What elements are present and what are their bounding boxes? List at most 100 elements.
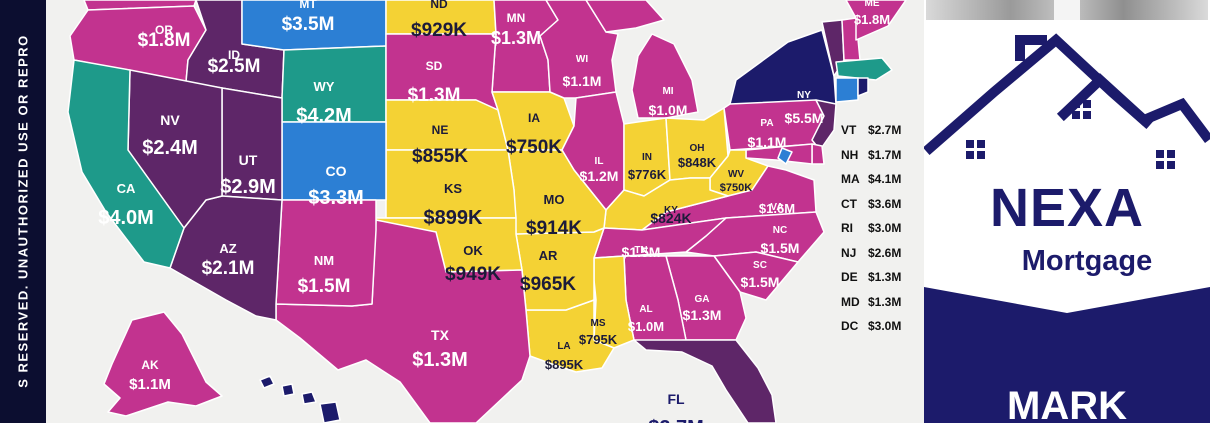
state-abbr-in: IN bbox=[642, 152, 652, 163]
legend-abbr: NH bbox=[841, 147, 859, 162]
state-ar bbox=[515, 227, 605, 311]
brand-name: NEXA bbox=[989, 178, 1145, 238]
legend-value: $3.6M bbox=[868, 196, 902, 211]
state-value-ok: $949K bbox=[445, 264, 501, 285]
state-value-or: $1.8M bbox=[138, 30, 191, 51]
branding-panel: NEXA Mortgage MARK bbox=[924, 0, 1210, 423]
state-abbr-nd: ND bbox=[430, 0, 448, 11]
state-abbr-az: AZ bbox=[219, 241, 236, 256]
legend-abbr: VT bbox=[841, 123, 857, 138]
state-abbr-ca: CA bbox=[117, 181, 136, 196]
state-abbr-mo: MO bbox=[544, 192, 565, 207]
legend-value: $2.6M bbox=[868, 245, 902, 260]
state-mi-up bbox=[585, 0, 665, 33]
state-abbr-la: LA bbox=[557, 341, 570, 352]
state-abbr-mn: MN bbox=[507, 11, 526, 25]
state-abbr-pa: PA bbox=[760, 118, 773, 129]
state-abbr-nv: NV bbox=[160, 112, 180, 128]
state-value-va: $1.6M bbox=[759, 201, 795, 216]
state-abbr-nm: NM bbox=[314, 253, 334, 268]
state-value-la: $895K bbox=[545, 357, 584, 372]
state-abbr-va: VA bbox=[770, 202, 783, 213]
state-abbr-ak: AK bbox=[141, 358, 159, 372]
state-value-mo: $914K bbox=[526, 218, 582, 239]
state-abbr-al: AL bbox=[639, 304, 652, 315]
state-value-wy: $4.2M bbox=[296, 105, 352, 127]
legend-abbr: MA bbox=[841, 172, 860, 187]
state-abbr-fl: FL bbox=[667, 391, 685, 407]
us-map-panel: OR $1.8M ID $2.5M MT $3.5M ND $929K MN $1.3M WY $4.… bbox=[46, 0, 924, 423]
state-value-az: $2.1M bbox=[202, 258, 255, 279]
state-value-il: $1.2M bbox=[580, 168, 619, 184]
state-me bbox=[845, 0, 907, 41]
state-value-ne: $855K bbox=[412, 146, 468, 167]
legend-row-ct: CT $3.6M bbox=[841, 192, 941, 217]
state-value-ca: $4.0M bbox=[98, 207, 154, 229]
state-value-mn: $1.3M bbox=[491, 28, 541, 48]
state-value-me: $1.8M bbox=[854, 12, 890, 27]
state-value-sd: $1.3M bbox=[408, 85, 461, 106]
state-abbr-wi: WI bbox=[576, 54, 588, 65]
state-value-id: $2.5M bbox=[208, 56, 261, 77]
state-abbr-ia: IA bbox=[528, 111, 540, 125]
state-value-wv: $750K bbox=[720, 182, 752, 194]
legend-abbr: RI bbox=[841, 221, 853, 236]
legend-abbr: NJ bbox=[841, 245, 857, 260]
legend-row-ma: MA $4.1M bbox=[841, 167, 941, 192]
agent-name: MARK bbox=[1007, 384, 1127, 423]
state-hi-4 bbox=[319, 401, 341, 423]
state-value-wi: $1.1M bbox=[563, 73, 602, 89]
state-dc bbox=[777, 147, 793, 165]
state-value-nc: $1.5M bbox=[761, 240, 800, 256]
state-ri bbox=[857, 77, 869, 97]
state-abbr-nc: NC bbox=[773, 225, 787, 236]
state-value-in: $776K bbox=[628, 167, 667, 182]
state-value-ky: $824K bbox=[650, 210, 691, 226]
state-hi-2 bbox=[281, 383, 295, 397]
legend-value: $3.0M bbox=[868, 319, 902, 334]
state-value-ga: $1.3M bbox=[683, 307, 722, 323]
state-value-pa: $1.1M bbox=[748, 134, 787, 150]
us-state-map: OR$1.8MID$2.5MMT$3.5MND$929KMN$1.3MWY$4.… bbox=[67, 0, 907, 423]
state-abbr-tn: TN bbox=[634, 245, 647, 256]
state-abbr-co: CO bbox=[326, 163, 347, 179]
state-hi-1 bbox=[259, 375, 275, 389]
legend-value: $3.0M bbox=[868, 221, 902, 236]
legend-row-nj: NJ $2.6M bbox=[841, 241, 941, 266]
state-ma bbox=[835, 57, 893, 81]
state-value-oh: $848K bbox=[678, 155, 717, 170]
legend-row-nh: NH $1.7M bbox=[841, 143, 941, 168]
photo-shirt bbox=[1054, 0, 1080, 20]
state-abbr-sd: SD bbox=[426, 59, 443, 73]
state-value-sc: $1.5M bbox=[741, 274, 780, 290]
navy-banner bbox=[924, 287, 1210, 423]
state-value-ms: $795K bbox=[579, 332, 618, 347]
legend-value: $1.7M bbox=[868, 147, 902, 162]
state-abbr-mt: MT bbox=[299, 0, 317, 11]
legend-row-de: DE $1.3M bbox=[841, 265, 941, 290]
state-ny bbox=[729, 29, 837, 111]
legend-value: $1.3M bbox=[868, 294, 902, 309]
state-abbr-mi: MI bbox=[662, 86, 673, 97]
state-value-nv: $2.4M bbox=[142, 137, 198, 159]
legend-row-dc: DC $3.0M bbox=[841, 314, 941, 339]
state-abbr-or: OR bbox=[155, 23, 173, 37]
state-ks bbox=[385, 149, 517, 219]
state-abbr-sc: SC bbox=[753, 260, 767, 271]
legend-value: $2.7M bbox=[868, 123, 902, 138]
legend-value: $4.1M bbox=[868, 172, 902, 187]
legend-value: $1.3M bbox=[868, 270, 902, 285]
legend-row-md: MD $1.3M bbox=[841, 290, 941, 315]
state-de bbox=[811, 143, 825, 165]
state-value-tn: $1.5M bbox=[622, 244, 661, 260]
state-abbr-ky: KY bbox=[664, 205, 678, 216]
state-value-co: $3.3M bbox=[308, 187, 364, 209]
state-value-ut: $2.9M bbox=[220, 176, 276, 198]
state-abbr-il: IL bbox=[595, 156, 604, 167]
state-value-ks: $899K bbox=[424, 207, 483, 229]
state-ct bbox=[835, 77, 859, 103]
houses-logo-icon bbox=[924, 33, 1210, 169]
legend-abbr: MD bbox=[841, 294, 860, 309]
legend-abbr: CT bbox=[841, 196, 857, 211]
